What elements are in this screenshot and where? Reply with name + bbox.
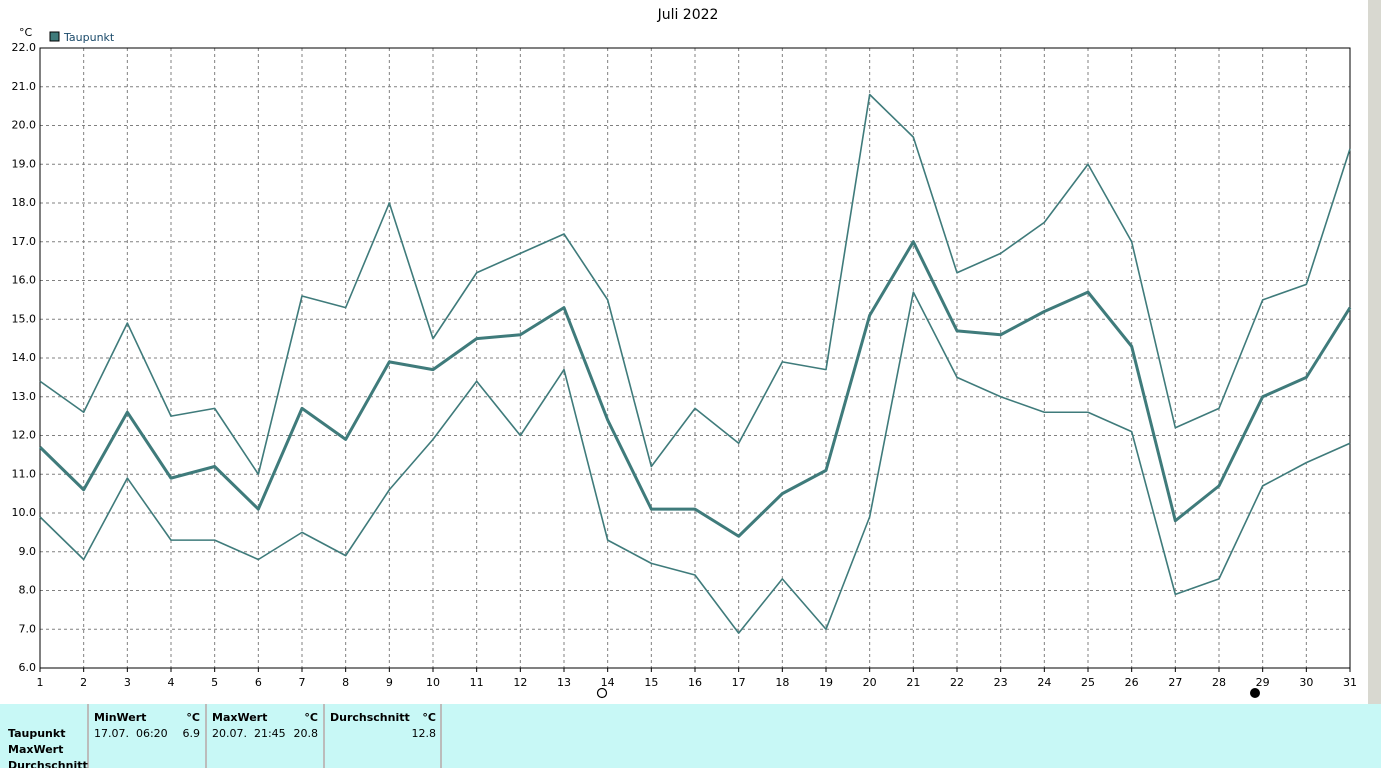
y-tick-label: 19.0 (12, 157, 37, 170)
y-tick-label: 13.0 (12, 390, 37, 403)
x-tick-label: 21 (906, 676, 920, 689)
x-tick-label: 4 (168, 676, 175, 689)
y-tick-label: 18.0 (12, 196, 37, 209)
x-tick-label: 11 (470, 676, 484, 689)
x-tick-label: 22 (950, 676, 964, 689)
column-header: Durchschnitt (330, 711, 410, 724)
x-tick-label: 16 (688, 676, 702, 689)
column-header: MinWert (94, 711, 146, 724)
x-tick-label: 15 (644, 676, 658, 689)
cell-value: 20.8 (294, 727, 319, 740)
x-tick-label: 13 (557, 676, 571, 689)
x-tick-label: 7 (299, 676, 306, 689)
x-tick-label: 24 (1037, 676, 1051, 689)
cell-value: 6.9 (183, 727, 201, 740)
y-tick-label: 14.0 (12, 351, 37, 364)
cell-time: 17.07. 06:20 (94, 727, 168, 740)
x-tick-label: 31 (1343, 676, 1357, 689)
y-tick-label: 11.0 (12, 467, 37, 480)
x-tick-label: 14 (601, 676, 615, 689)
column-unit: °C (304, 711, 318, 724)
y-tick-label: 10.0 (12, 506, 37, 519)
column-unit: °C (186, 711, 200, 724)
cell-time: 20.07. 21:45 (212, 727, 286, 740)
y-tick-label: 6.0 (19, 661, 37, 674)
y-tick-label: 15.0 (12, 312, 37, 325)
row-label: Durchschnitt (8, 759, 88, 768)
plot-frame (39, 47, 1351, 669)
x-tick-label: 17 (732, 676, 746, 689)
x-tick-label: 18 (775, 676, 789, 689)
x-tick-label: 25 (1081, 676, 1095, 689)
y-tick-label: 12.0 (12, 429, 37, 442)
x-tick-label: 12 (513, 676, 527, 689)
x-tick-label: 10 (426, 676, 440, 689)
x-tick-label: 3 (124, 676, 131, 689)
moon-icon (1250, 688, 1260, 698)
y-unit: °C (19, 26, 33, 39)
x-tick-label: 8 (342, 676, 349, 689)
x-tick-label: 1 (37, 676, 44, 689)
x-tick-label: 2 (80, 676, 87, 689)
data-line (39, 291, 1351, 634)
x-tick-label: 9 (386, 676, 393, 689)
x-tick-label: 6 (255, 676, 262, 689)
x-tick-label: 26 (1125, 676, 1139, 689)
moon-icon (596, 687, 608, 699)
data-line (39, 93, 1351, 476)
row-label: Taupunkt (8, 727, 65, 740)
summary-table: Taupunkt MaxWert Durchschnitt MinWert °C 17.0… (0, 704, 1381, 768)
x-tick-label: 27 (1168, 676, 1182, 689)
x-tick-label: 20 (863, 676, 877, 689)
y-tick-label: 20.0 (12, 119, 37, 132)
table-background (0, 704, 1381, 768)
x-tick-label: 28 (1212, 676, 1226, 689)
x-tick-label: 29 (1256, 676, 1270, 689)
data-line (38, 240, 1352, 538)
y-tick-label: 7.0 (19, 622, 37, 635)
y-tick-label: 8.0 (19, 584, 37, 597)
x-tick-label: 30 (1299, 676, 1313, 689)
column-unit: °C (422, 711, 436, 724)
row-label: MaxWert (8, 743, 63, 756)
window-edge (1368, 0, 1381, 704)
y-tick-label: 17.0 (12, 235, 37, 248)
x-tick-label: 5 (211, 676, 218, 689)
cell-value: 12.8 (412, 727, 437, 740)
x-tick-label: 19 (819, 676, 833, 689)
legend-label: Taupunkt (63, 31, 115, 44)
plot-area: 6.0 7.0 8.0 9.0 10.0 11.0 12.0 13.0 14.0 15.0 16.0… (12, 31, 1358, 689)
legend-swatch (49, 31, 60, 42)
y-tick-label: 9.0 (19, 545, 37, 558)
x-tick-label: 23 (994, 676, 1008, 689)
chart-title: Juli 2022 (657, 7, 719, 23)
y-tick-label: 16.0 (12, 274, 37, 287)
column-header: MaxWert (212, 711, 267, 724)
y-tick-label: 22.0 (12, 41, 37, 54)
y-tick-label: 21.0 (12, 80, 37, 93)
